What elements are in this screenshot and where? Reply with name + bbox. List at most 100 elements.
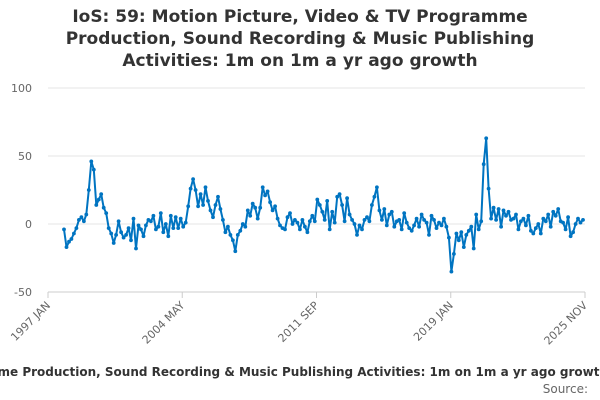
data-point — [461, 245, 466, 250]
data-point — [312, 219, 317, 224]
data-point — [335, 194, 340, 199]
y-tick-label: -50 — [14, 286, 32, 299]
data-point — [253, 205, 258, 210]
data-point — [211, 215, 215, 220]
data-point — [263, 193, 267, 198]
data-point — [221, 218, 225, 222]
data-point — [260, 185, 265, 190]
data-point — [250, 201, 255, 206]
data-point — [158, 211, 163, 216]
data-point — [432, 218, 436, 222]
data-point — [442, 216, 446, 221]
data-point — [317, 203, 322, 207]
data-point — [449, 269, 454, 274]
data-point — [422, 218, 426, 222]
data-point — [362, 218, 367, 222]
data-point — [546, 212, 551, 217]
data-point — [541, 216, 546, 221]
data-point — [64, 245, 69, 250]
data-point — [380, 218, 384, 222]
data-point — [154, 227, 158, 232]
data-point — [283, 227, 287, 232]
data-point — [218, 207, 223, 211]
y-tick-label: 50 — [18, 150, 32, 163]
data-point — [409, 228, 414, 233]
data-point — [519, 219, 523, 224]
data-point — [360, 227, 364, 232]
data-point — [173, 215, 178, 220]
data-point — [489, 216, 493, 221]
data-point — [235, 233, 240, 237]
data-point — [563, 227, 568, 232]
series-line — [63, 137, 584, 273]
data-point — [315, 197, 320, 202]
data-point — [228, 233, 233, 237]
data-point — [288, 211, 292, 216]
data-point — [293, 218, 297, 222]
data-point — [126, 226, 131, 231]
data-point — [99, 192, 104, 197]
data-point — [94, 203, 99, 207]
data-point — [342, 219, 347, 224]
data-point — [345, 196, 349, 201]
data-point — [134, 246, 138, 251]
data-point — [350, 218, 354, 222]
data-point — [325, 199, 330, 203]
data-point — [514, 212, 518, 217]
data-point — [464, 233, 469, 237]
data-point — [171, 226, 176, 231]
data-point — [201, 203, 206, 207]
x-tick-label: 1997 JAN — [8, 299, 53, 344]
data-point — [74, 226, 79, 231]
data-point — [471, 246, 476, 251]
data-point — [533, 226, 538, 231]
x-tick-label: 2004 MAY — [140, 299, 188, 347]
data-point — [161, 230, 166, 235]
data-point — [427, 233, 431, 237]
data-point — [404, 220, 409, 225]
data-point — [387, 212, 392, 217]
data-point — [231, 238, 235, 243]
data-point — [571, 230, 575, 235]
data-point — [295, 220, 300, 225]
data-point — [566, 215, 570, 220]
data-point — [429, 213, 434, 218]
data-point — [136, 223, 141, 228]
data-point — [273, 204, 277, 209]
data-point — [193, 188, 198, 192]
data-point — [424, 220, 429, 225]
data-point — [109, 231, 114, 236]
data-point — [91, 167, 96, 172]
data-point — [86, 188, 91, 192]
data-point — [529, 228, 533, 233]
data-point — [496, 207, 501, 211]
legend[interactable]: IoS: 59: Motion Picture, Video & TV Prog… — [0, 364, 600, 382]
x-tick-labels: 1997 JAN 2004 MAY 2011 SEP 2019 JAN 2025 NOV — [8, 299, 590, 348]
data-point — [469, 224, 474, 229]
data-point — [481, 162, 486, 167]
data-point — [357, 223, 362, 228]
data-point — [370, 203, 374, 207]
data-point — [447, 235, 451, 240]
x-tick-label: 2025 NOV — [542, 299, 591, 348]
data-point — [389, 209, 394, 214]
data-point — [355, 233, 359, 237]
data-point — [531, 231, 536, 236]
data-point — [206, 199, 210, 203]
data-point — [243, 224, 248, 229]
data-point — [375, 185, 379, 190]
data-point — [407, 226, 412, 231]
data-point — [561, 220, 565, 225]
data-point — [268, 200, 272, 205]
data-point — [141, 234, 146, 239]
data-point — [245, 208, 250, 213]
plot-area — [62, 136, 585, 274]
data-point — [476, 227, 481, 232]
data-point — [305, 230, 310, 235]
data-point — [183, 220, 188, 225]
data-point — [67, 239, 71, 244]
data-point — [466, 228, 471, 233]
data-point — [452, 252, 456, 256]
data-point — [526, 213, 531, 218]
data-point — [322, 218, 327, 222]
